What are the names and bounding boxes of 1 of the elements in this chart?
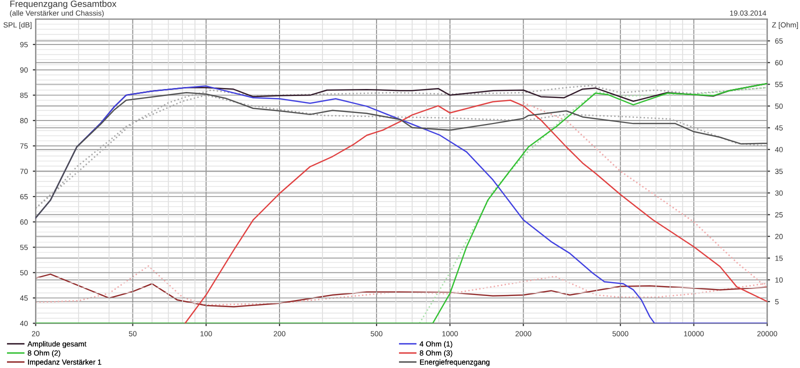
chart-title: Frequenzgang Gesamtbox bbox=[10, 0, 116, 9]
